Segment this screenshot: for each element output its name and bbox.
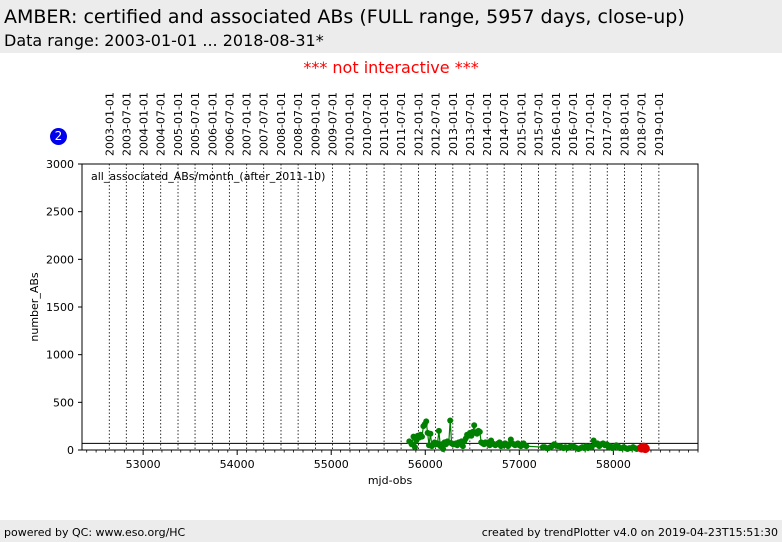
date-tick-label: 2003-01-01	[103, 92, 116, 156]
date-tick-label: 2019-01-01	[653, 92, 666, 156]
date-tick-label: 2015-07-01	[532, 92, 545, 156]
date-tick-label: 2012-01-01	[412, 92, 425, 156]
x-tick-label: 55000	[314, 458, 349, 471]
data-point	[523, 443, 530, 450]
date-tick-label: 2011-01-01	[378, 92, 391, 156]
date-tick-label: 2010-01-01	[344, 92, 357, 156]
x-tick-label: 56000	[408, 458, 443, 471]
y-tick-label: 2000	[46, 253, 74, 266]
trend-chart: 2003-01-01 2003-07-01 2004-01-01 2004-07-01…	[28, 92, 699, 487]
highlight-point	[640, 444, 650, 454]
date-tick-label: 2015-01-01	[515, 92, 528, 156]
date-tick-label: 2013-01-01	[447, 92, 460, 156]
date-tick-label: 2004-01-01	[138, 92, 151, 156]
date-tick-label: 2003-07-01	[120, 92, 133, 156]
data-point	[418, 433, 425, 440]
date-tick-label: 2009-01-01	[309, 92, 322, 156]
date-tick-label: 2009-07-01	[326, 92, 339, 156]
data-range-subtitle: Data range: 2003-01-01 ... 2018-08-31*	[4, 31, 324, 50]
date-tick-label: 2018-07-01	[636, 92, 649, 156]
data-point	[435, 427, 442, 434]
date-tick-label: 2007-07-01	[258, 92, 271, 156]
date-tick-label: 2011-07-01	[395, 92, 408, 156]
header-bar	[0, 0, 782, 53]
date-tick-label: 2008-01-01	[275, 92, 288, 156]
footer-timestamp: created by trendPlotter v4.0 on 2019-04-…	[481, 526, 778, 539]
y-axis-label: number_ABs	[28, 272, 41, 342]
date-tick-label: 2016-01-01	[550, 92, 563, 156]
data-point	[471, 422, 478, 429]
date-tick-label: 2016-07-01	[567, 92, 580, 156]
x-tick-label: 53000	[126, 458, 161, 471]
page-title: AMBER: certified and associated ABs (FUL…	[4, 6, 685, 28]
data-point	[423, 418, 430, 425]
date-tick-label: 2012-07-01	[430, 92, 443, 156]
date-tick-label: 2007-01-01	[241, 92, 254, 156]
y-tick-label: 0	[67, 444, 74, 457]
x-tick-label: 58000	[596, 458, 631, 471]
data-point	[427, 430, 434, 437]
y-tick-label: 3000	[46, 158, 74, 171]
date-tick-label: 2006-01-01	[206, 92, 219, 156]
date-tick-label: 2006-07-01	[223, 92, 236, 156]
date-tick-label: 2014-07-01	[498, 92, 511, 156]
data-point	[447, 417, 454, 424]
footer-credit: powered by QC: www.eso.org/HC	[4, 526, 186, 539]
y-tick-label: 2500	[46, 206, 74, 219]
date-tick-label: 2013-07-01	[464, 92, 477, 156]
date-tick-label: 2008-07-01	[292, 92, 305, 156]
date-tick-label: 2014-01-01	[481, 92, 494, 156]
date-tick-label: 2018-01-01	[619, 92, 632, 156]
data-point	[476, 428, 483, 435]
counter-badge: 2	[50, 128, 67, 145]
not-interactive-notice: *** not interactive ***	[303, 58, 479, 77]
plot-annotation: all_associated_ABs/month_(after_2011-10)	[91, 170, 325, 183]
footer-bar	[0, 520, 782, 542]
x-tick-label: 54000	[220, 458, 255, 471]
plot-area	[82, 164, 698, 450]
y-tick-label: 1500	[46, 301, 74, 314]
date-tick-label: 2004-07-01	[155, 92, 168, 156]
y-tick-label: 1000	[46, 349, 74, 362]
data-point	[440, 446, 447, 453]
date-tick-label: 2017-01-01	[584, 92, 597, 156]
data-point	[459, 443, 466, 450]
date-tick-label: 2005-01-01	[172, 92, 185, 156]
date-tick-label: 2010-07-01	[361, 92, 374, 156]
x-tick-label: 57000	[502, 458, 537, 471]
data-point	[411, 444, 418, 451]
y-tick-label: 500	[53, 396, 74, 409]
date-tick-label: 2005-07-01	[189, 92, 202, 156]
date-tick-label: 2017-07-01	[601, 92, 614, 156]
x-axis-label: mjd-obs	[368, 474, 413, 487]
